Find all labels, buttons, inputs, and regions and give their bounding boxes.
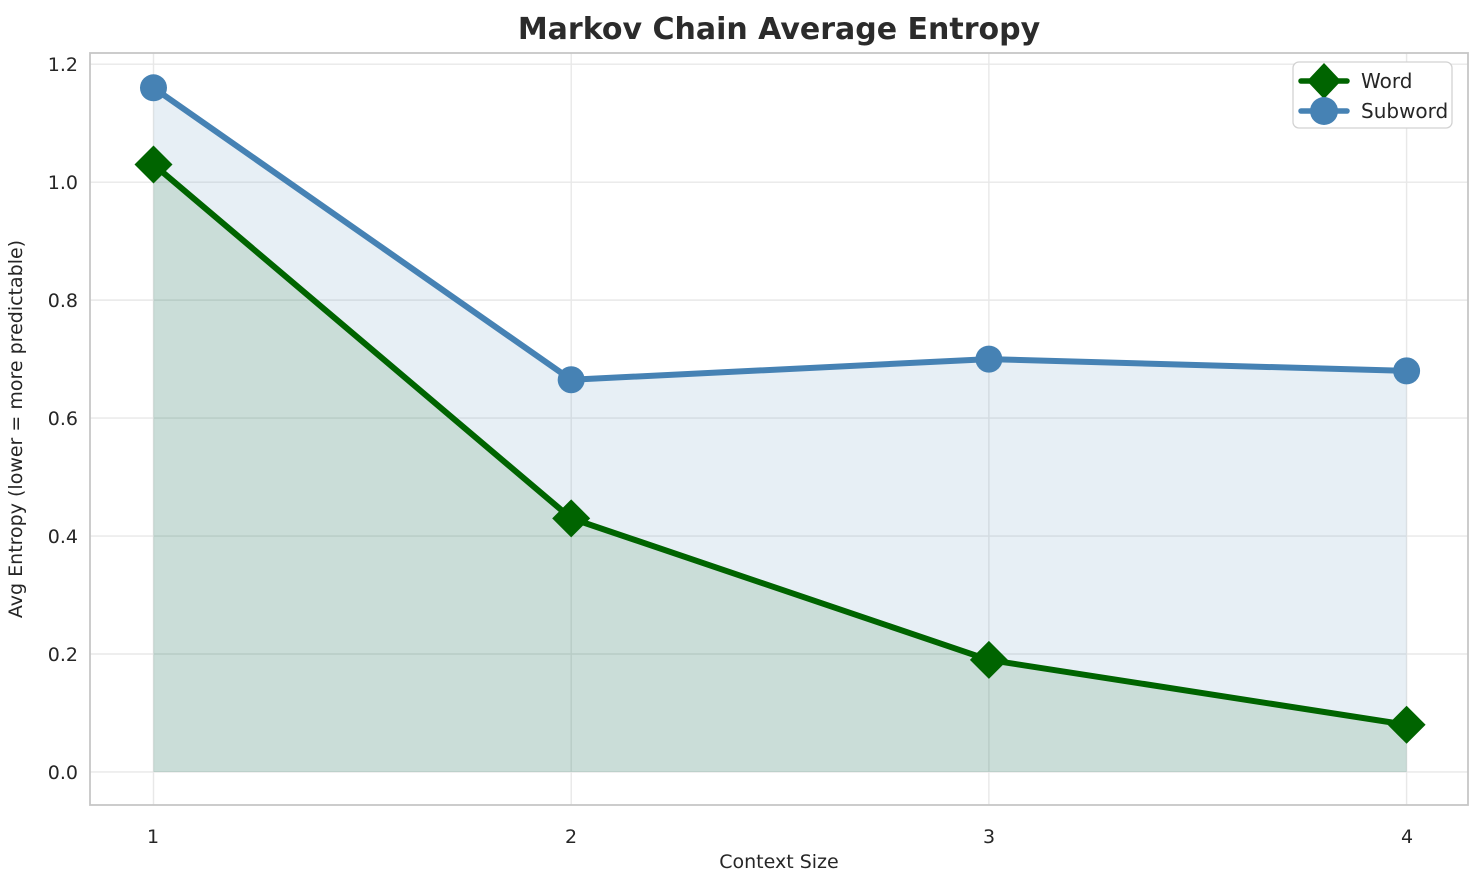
y-tick-0.8: 0.8 (48, 290, 78, 312)
legend: Word Subword (1292, 61, 1453, 129)
y-tick-0.6: 0.6 (48, 408, 78, 430)
legend-label-subword: Subword (1361, 99, 1448, 123)
x-tick-4: 4 (1401, 826, 1413, 848)
x-tick-2: 2 (565, 826, 577, 848)
word-diamond-icon (1307, 63, 1341, 99)
legend-item-subword: Subword (1298, 97, 1448, 125)
gridlines (90, 53, 1468, 805)
plot-frame (89, 52, 1469, 806)
y-tick-0.2: 0.2 (48, 644, 78, 666)
x-tick-labels: 1 2 3 4 (147, 826, 1413, 848)
subword-circle-icon (1310, 97, 1338, 125)
legend-item-word: Word (1298, 63, 1412, 99)
y-tick-0.4: 0.4 (48, 526, 78, 548)
y-tick-1.2: 1.2 (48, 54, 78, 76)
y-tick-labels: 0.0 0.2 0.4 0.6 0.8 1.0 1.2 (48, 54, 78, 784)
y-tick-0.0: 0.0 (48, 762, 78, 784)
x-tick-1: 1 (147, 826, 159, 848)
x-axis-label: Context Size (719, 851, 838, 873)
chart-title: Markov Chain Average Entropy (518, 12, 1041, 47)
series-layer (134, 74, 1426, 772)
y-axis-label: Avg Entropy (lower = more predictable) (5, 240, 27, 618)
legend-label-word: Word (1361, 69, 1412, 93)
x-tick-3: 3 (983, 826, 995, 848)
y-tick-1.0: 1.0 (48, 172, 78, 194)
